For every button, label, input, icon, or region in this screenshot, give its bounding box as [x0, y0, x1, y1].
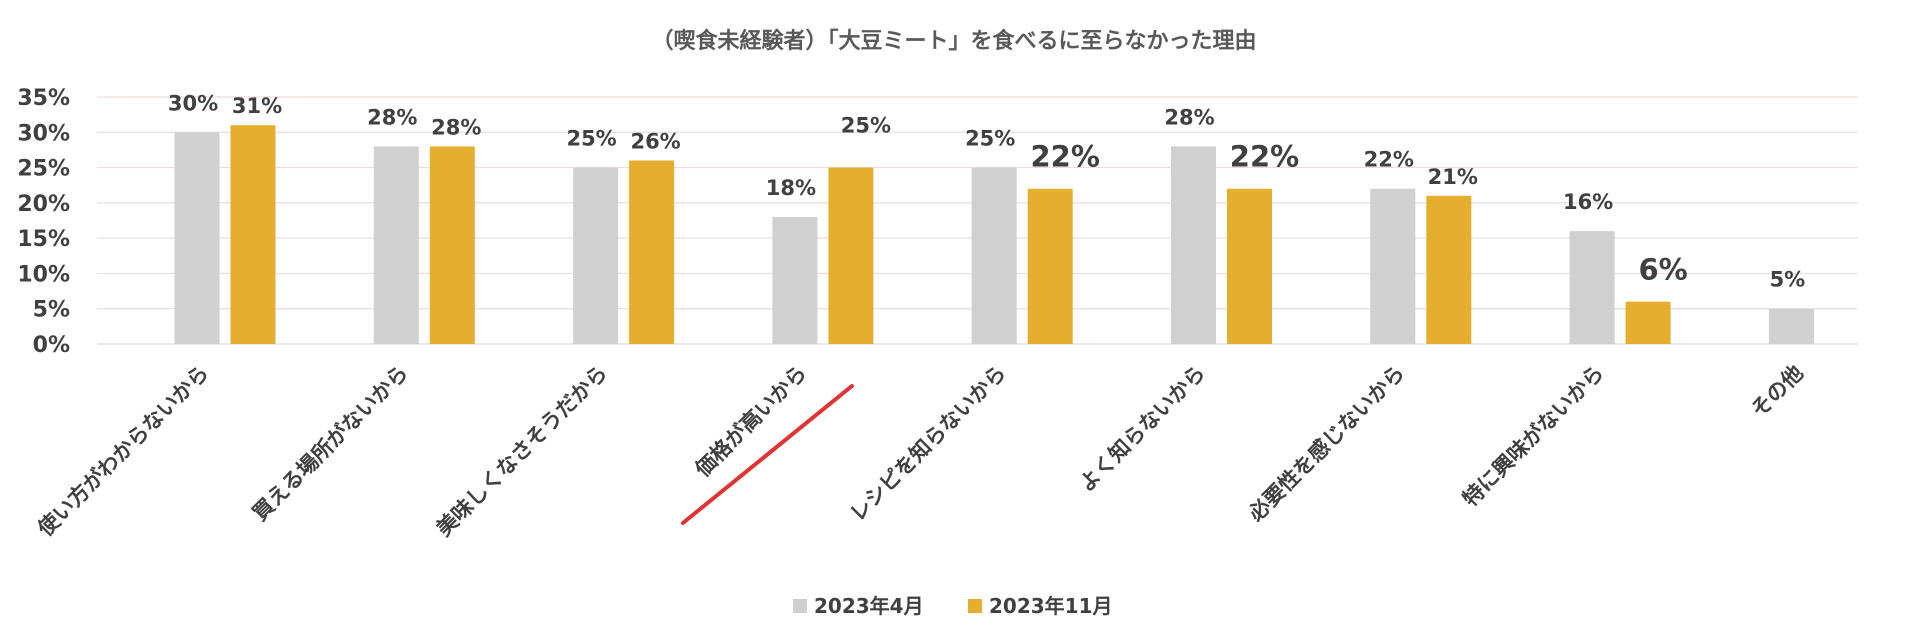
x-tick-label: 価格が高いから — [690, 361, 812, 483]
y-tick-label: 35% — [17, 86, 70, 111]
bar-2023-04 — [573, 167, 619, 344]
bar-2023-11 — [1625, 301, 1671, 344]
y-tick-label: 10% — [17, 262, 70, 287]
bar-2023-04 — [174, 132, 220, 344]
data-label: 26% — [630, 130, 680, 154]
legend-label-2023-04: 2023年4月 — [814, 594, 924, 618]
bar-2023-04 — [772, 216, 818, 344]
bar-2023-11 — [230, 125, 276, 344]
legend-swatch-2023-04 — [793, 599, 807, 613]
data-label: 25% — [841, 114, 891, 138]
bar-2023-11 — [429, 146, 475, 344]
x-tick-label: よく知らないから — [1074, 361, 1210, 497]
y-tick-label: 15% — [17, 227, 70, 252]
legend: 2023年4月 2023年11月 — [793, 594, 1113, 618]
x-tick-label: 特に興味がないから — [1458, 361, 1609, 512]
data-label: 30% — [168, 91, 218, 115]
category-underline — [680, 384, 854, 525]
data-label: 21% — [1428, 165, 1478, 189]
bars — [174, 125, 1814, 344]
bar-2023-11 — [1027, 188, 1073, 344]
bar-2023-04 — [1370, 188, 1416, 344]
bar-2023-11 — [828, 167, 874, 344]
x-tick-label: 美味しくなさそうだから — [432, 361, 612, 541]
x-axis: 使い方がわからないから 買える場所がないから 美味しくなさそうだから 価格が高いからレ… — [33, 361, 1808, 542]
x-tick-label: 使い方がわからないから — [33, 361, 214, 542]
data-label: 22% — [1030, 140, 1099, 174]
x-tick-label: レシピを知らないから — [845, 361, 1010, 526]
chart-title: （喫食未経験者）「大豆ミート」を食べるに至らなかった理由 — [651, 28, 1256, 54]
y-tick-label: 20% — [17, 192, 70, 217]
data-label: 22% — [1230, 140, 1299, 174]
y-tick-label: 25% — [17, 157, 70, 182]
data-label: 6% — [1638, 253, 1687, 287]
bar-2023-04 — [1569, 231, 1615, 344]
y-tick-label: 5% — [33, 298, 70, 323]
data-label: 28% — [367, 105, 417, 129]
y-tick-label: 30% — [17, 121, 70, 146]
bar-2023-11 — [629, 160, 675, 344]
data-label: 31% — [232, 94, 282, 118]
data-label: 25% — [566, 127, 616, 151]
x-tick-label: その他 — [1746, 361, 1808, 423]
data-label: 28% — [431, 115, 481, 139]
x-tick-label: 必要性を感じないから — [1244, 361, 1409, 526]
data-label: 22% — [1364, 148, 1414, 172]
legend-label-2023-11: 2023年11月 — [989, 594, 1113, 618]
data-label: 18% — [766, 176, 816, 200]
data-label: 5% — [1770, 268, 1806, 292]
bar-2023-04 — [971, 167, 1017, 344]
y-axis: 0% 5% 10% 15% 20% 25% 30% 35% — [17, 86, 70, 358]
data-label: 25% — [965, 127, 1015, 151]
bar-2023-04 — [1171, 146, 1216, 344]
bar-2023-04 — [373, 146, 419, 344]
data-labels: 30% 31% 28% 28% 25% 26% 18% 25% 25% 22% 28% 22% 22% 2… — [168, 91, 1805, 291]
x-tick-label: 買える場所がないから — [248, 361, 413, 526]
data-label: 16% — [1563, 190, 1613, 214]
legend-swatch-2023-11 — [968, 599, 982, 613]
bar-2023-11 — [1227, 188, 1272, 344]
data-label: 28% — [1164, 105, 1214, 129]
bar-2023-04 — [1768, 308, 1814, 344]
y-tick-label: 0% — [33, 333, 70, 358]
bar-2023-11 — [1426, 195, 1472, 344]
